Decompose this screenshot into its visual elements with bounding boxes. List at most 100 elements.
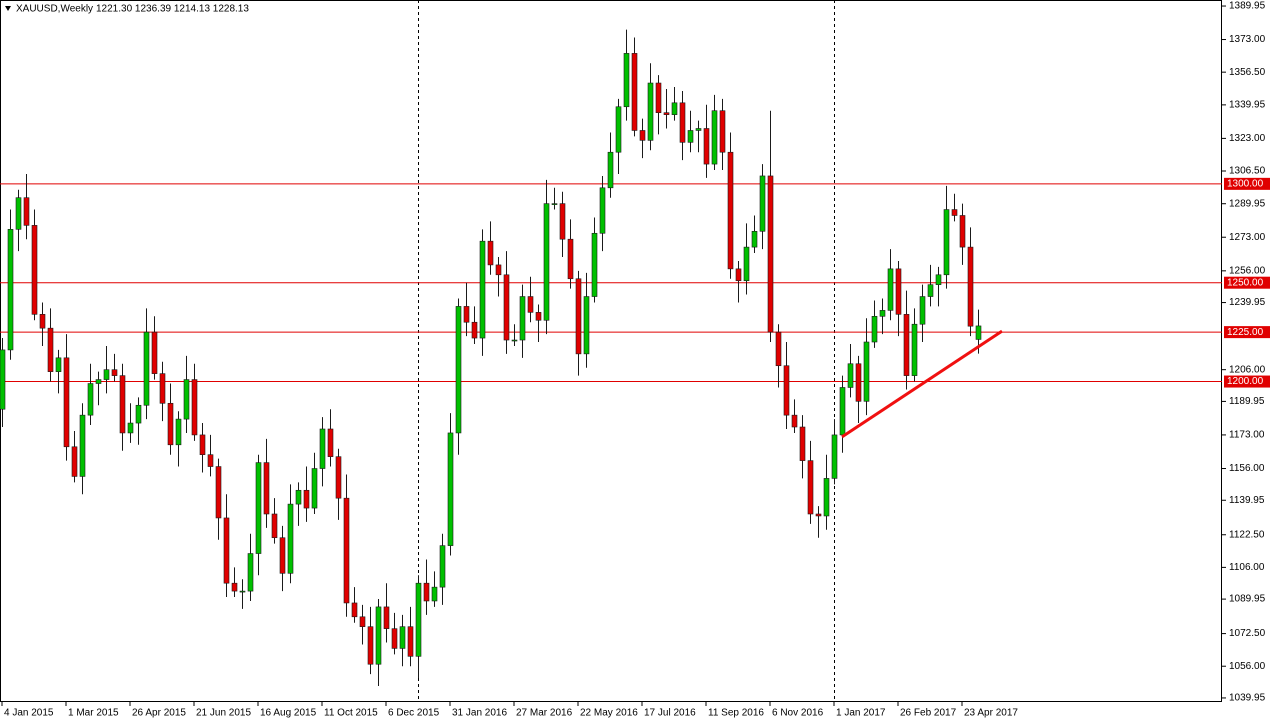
level-label-box: [1224, 375, 1270, 388]
candle-body: [239, 590, 246, 593]
x-tick-label: 1 Jan 2017: [836, 708, 886, 719]
candle-body: [295, 489, 302, 505]
candle-body: [679, 102, 686, 143]
candle-body: [223, 517, 230, 584]
candle-body: [143, 331, 150, 406]
candle-body: [815, 513, 822, 517]
x-tick-label: 16 Aug 2015: [260, 708, 317, 719]
candle-body: [15, 197, 22, 230]
candle-body: [631, 53, 638, 131]
candle-body: [159, 373, 166, 404]
candle-body: [319, 428, 326, 469]
candle-body: [7, 229, 14, 351]
candle-body: [831, 434, 838, 479]
candle-body: [351, 602, 358, 618]
candle-body: [695, 128, 702, 131]
candle-body: [47, 327, 54, 372]
candle-body: [591, 232, 598, 297]
candle-body: [647, 82, 654, 141]
y-tick-label: 1373.00: [1229, 34, 1266, 45]
candle-body: [663, 112, 670, 115]
candle-body: [503, 274, 510, 341]
candle-body: [359, 616, 366, 627]
candle-body: [527, 296, 534, 313]
candle-body: [207, 454, 214, 467]
candle-body: [391, 628, 398, 649]
candle-body: [943, 209, 950, 276]
candle-body: [367, 626, 374, 665]
candle-body: [511, 339, 518, 342]
candle-body: [935, 274, 942, 285]
level-label-box: [1224, 326, 1270, 339]
candle-body: [215, 466, 222, 519]
candle-body: [615, 106, 622, 153]
candle-body: [911, 323, 918, 376]
candle-body: [775, 331, 782, 367]
trendline: [841, 329, 1003, 439]
y-tick-label: 1306.50: [1229, 166, 1266, 177]
candle-body: [375, 606, 382, 665]
candle-body: [823, 478, 830, 517]
candle-body: [423, 582, 430, 602]
candle-body: [399, 626, 406, 649]
x-tick-label: 26 Feb 2017: [900, 708, 957, 719]
y-tick-label: 1072.50: [1229, 628, 1266, 639]
candle-body: [783, 365, 790, 416]
candle-body: [279, 537, 286, 574]
candle-body: [487, 240, 494, 266]
candle-body: [583, 296, 590, 355]
candle-body: [151, 331, 158, 374]
y-tick-label: 1089.95: [1229, 594, 1266, 605]
candle-body: [887, 268, 894, 311]
candle-body: [63, 357, 70, 448]
candle-body: [23, 197, 30, 226]
candle-body: [975, 325, 982, 340]
y-tick-label: 1339.95: [1229, 100, 1266, 111]
y-tick-label: 1323.00: [1229, 133, 1266, 144]
candle-body: [895, 268, 902, 315]
header-ohlc: 1221.30 1236.39 1214.13 1228.13: [96, 4, 249, 15]
y-tick-label: 1256.00: [1229, 265, 1266, 276]
y-tick-label: 1122.50: [1229, 529, 1265, 540]
candle-body: [271, 513, 278, 539]
candle-body: [711, 110, 718, 165]
candle-body: [807, 460, 814, 515]
y-tick-label: 1239.95: [1229, 297, 1266, 308]
candle-body: [87, 383, 94, 416]
candle-body: [743, 246, 750, 282]
x-tick-label: 6 Dec 2015: [388, 708, 440, 719]
candle-body: [55, 357, 62, 372]
candle-body: [951, 209, 958, 216]
candle-body: [335, 456, 342, 499]
candle-body: [847, 363, 854, 388]
candle-body: [551, 203, 558, 205]
y-tick-label: 1289.95: [1229, 198, 1266, 209]
candle-body: [839, 387, 846, 436]
candle-body: [495, 264, 502, 276]
candle-body: [175, 418, 182, 446]
level-label: 1300.00: [1227, 178, 1264, 189]
x-tick-label: 4 Jan 2015: [4, 708, 54, 719]
candle-body: [247, 553, 254, 592]
candle-body: [903, 314, 910, 376]
plot-frame: [0, 0, 1222, 702]
candle-body: [439, 545, 446, 588]
candle-body: [135, 404, 142, 424]
candle-body: [535, 312, 542, 321]
candle-body: [447, 432, 454, 546]
candle-body: [79, 414, 86, 477]
candle-body: [463, 306, 470, 323]
candle-body: [311, 468, 318, 509]
candle-body: [863, 341, 870, 402]
x-tick-label: 11 Sep 2016: [708, 708, 764, 719]
candle-body: [799, 426, 806, 461]
candle-body: [719, 110, 726, 153]
candle-body: [623, 53, 630, 108]
candle-body: [303, 489, 310, 509]
candle-body: [95, 379, 102, 384]
candle-body: [703, 128, 710, 165]
y-tick-label: 1206.00: [1229, 364, 1266, 375]
y-tick-label: 1039.95: [1229, 693, 1266, 704]
candle-body: [183, 379, 190, 420]
title-icon: [5, 6, 11, 11]
